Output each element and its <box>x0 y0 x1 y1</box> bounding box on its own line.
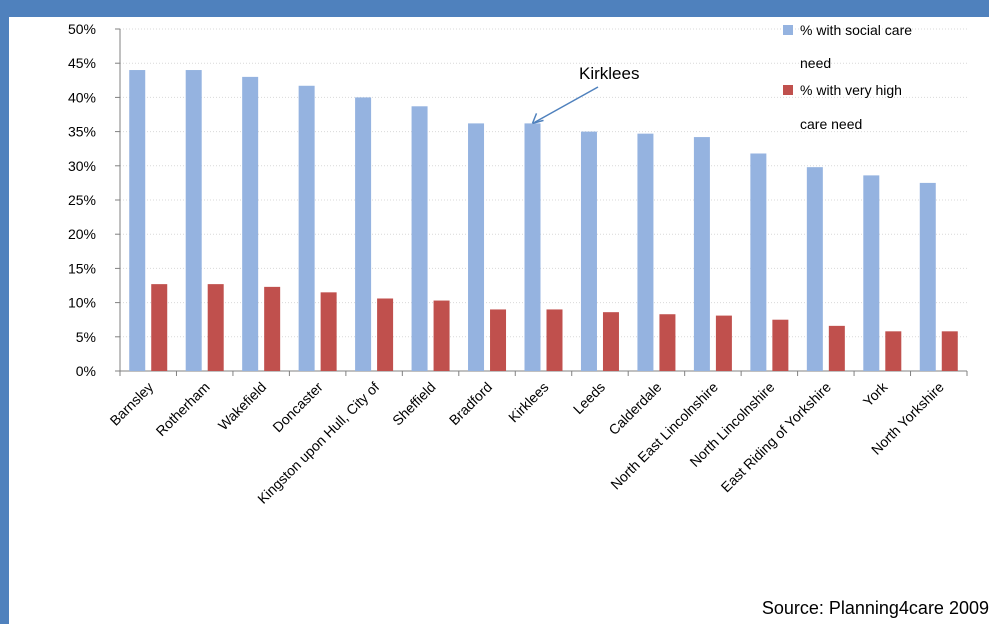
y-tick-label: 20% <box>68 226 96 242</box>
bar-social-care-need <box>468 123 485 371</box>
bar-social-care-need <box>750 153 767 371</box>
x-tick-label: Rotherham <box>153 379 213 439</box>
bar-very-high-care-need <box>546 309 563 371</box>
annotation-arrowhead <box>531 113 544 125</box>
annotation-label: Kirklees <box>579 64 639 83</box>
legend-label: need <box>800 55 831 71</box>
bar-very-high-care-need <box>490 309 507 371</box>
bar-social-care-need <box>298 85 315 371</box>
legend-swatch <box>783 25 793 35</box>
bar-very-high-care-need <box>828 325 845 371</box>
bar-social-care-need <box>806 167 823 371</box>
bar-social-care-need <box>355 97 372 372</box>
legend-label: % with social care <box>800 22 912 38</box>
bar-social-care-need <box>129 70 146 371</box>
bar-social-care-need <box>185 70 202 371</box>
y-tick-label: 40% <box>68 89 96 105</box>
legend-label: care need <box>800 116 862 132</box>
bar-social-care-need <box>580 131 597 371</box>
x-tick-label: Wakefield <box>215 379 269 433</box>
legend-label: % with very high <box>800 82 902 98</box>
bar-social-care-need <box>411 106 428 372</box>
bar-very-high-care-need <box>207 284 224 371</box>
y-tick-label: 0% <box>76 363 96 379</box>
x-tick-label: Barnsley <box>107 379 157 429</box>
bar-social-care-need <box>524 123 541 371</box>
bar-social-care-need <box>863 175 880 371</box>
y-tick-label: 5% <box>76 329 96 345</box>
bar-social-care-need <box>637 133 654 371</box>
x-tick-label: Doncaster <box>269 379 326 436</box>
header-bar <box>0 0 989 17</box>
left-border <box>0 0 9 624</box>
bar-very-high-care-need <box>377 298 394 371</box>
x-tick-label: Leeds <box>570 379 608 417</box>
source-note: Source: Planning4care 2009 <box>761 598 989 618</box>
x-tick-label: Bradford <box>446 379 495 428</box>
bar-very-high-care-need <box>151 284 168 371</box>
x-tick-label: Kirklees <box>505 379 552 426</box>
annotation-arrow <box>534 86 599 124</box>
y-tick-label: 30% <box>68 158 96 174</box>
y-tick-label: 50% <box>68 21 96 37</box>
bar-very-high-care-need <box>602 312 619 371</box>
legend-swatch <box>783 85 793 95</box>
y-tick-label: 15% <box>68 260 96 276</box>
x-tick-label: East Riding of Yorkshire <box>718 379 835 496</box>
bar-very-high-care-need <box>941 331 958 371</box>
bar-very-high-care-need <box>885 331 902 371</box>
bar-very-high-care-need <box>433 300 450 371</box>
bar-very-high-care-need <box>264 286 281 371</box>
y-tick-label: 10% <box>68 295 96 311</box>
bar-social-care-need <box>242 76 259 371</box>
x-tick-label: Calderdale <box>605 379 664 438</box>
x-tick-label: North East Lincolnshire <box>607 379 721 493</box>
y-tick-label: 25% <box>68 192 96 208</box>
bar-very-high-care-need <box>320 292 337 371</box>
bar-social-care-need <box>693 137 710 371</box>
x-tick-label: Sheffield <box>389 379 439 429</box>
x-tick-label: York <box>860 378 891 409</box>
bar-very-high-care-need <box>772 319 789 371</box>
bar-very-high-care-need <box>715 315 732 371</box>
y-tick-label: 45% <box>68 55 96 71</box>
bar-very-high-care-need <box>659 314 676 371</box>
bar-social-care-need <box>919 182 936 371</box>
x-tick-label: Kingston upon Hull, City of <box>254 379 382 507</box>
y-tick-label: 35% <box>68 124 96 140</box>
